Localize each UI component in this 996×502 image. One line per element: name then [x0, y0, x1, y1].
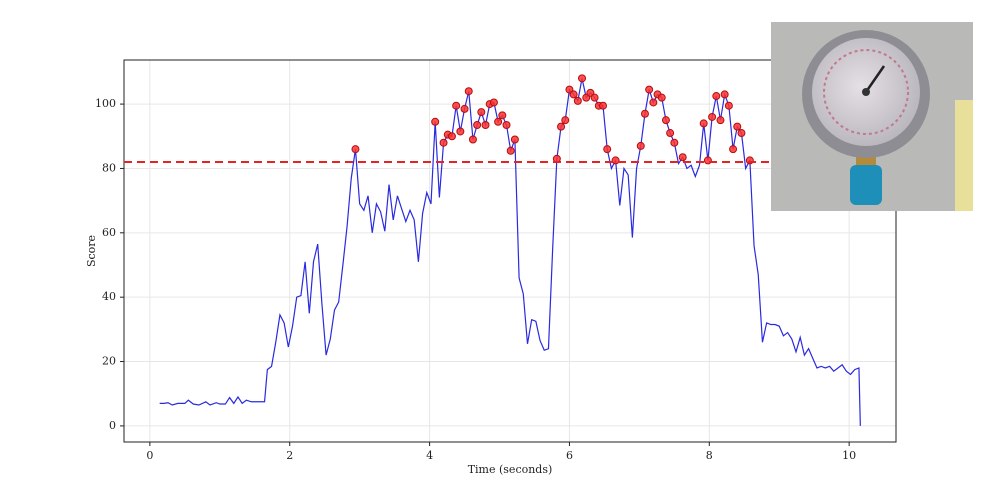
above-threshold-marker [481, 121, 490, 130]
gauge-scale [823, 49, 909, 135]
above-threshold-marker [603, 145, 612, 154]
above-threshold-marker [716, 116, 725, 125]
above-threshold-marker [573, 96, 582, 105]
y-tick-label: 60 [102, 226, 116, 239]
above-threshold-marker [561, 116, 570, 125]
above-threshold-marker [737, 129, 746, 138]
data-line [159, 78, 861, 426]
gauge-hub [862, 88, 870, 96]
y-tick-label: 100 [95, 97, 116, 110]
above-threshold-marker [733, 122, 742, 131]
x-tick-label: 2 [286, 449, 293, 462]
above-threshold-marker [611, 156, 620, 165]
above-threshold-marker [502, 121, 511, 130]
x-tick-label: 8 [706, 449, 713, 462]
above-threshold-marker [657, 93, 666, 102]
above-threshold-marker [447, 132, 456, 141]
above-threshold-marker [578, 74, 587, 83]
x-tick-label: 10 [842, 449, 856, 462]
above-threshold-marker [498, 111, 507, 120]
above-threshold-marker [708, 112, 717, 121]
y-tick-label: 40 [102, 290, 116, 303]
above-threshold-marker [439, 138, 448, 147]
above-threshold-marker [678, 153, 687, 162]
above-threshold-marker [489, 98, 498, 107]
above-threshold-marker [494, 117, 503, 126]
above-threshold-marker [431, 117, 440, 126]
above-threshold-marker [599, 101, 608, 110]
above-threshold-marker [649, 98, 658, 107]
above-threshold-marker [468, 135, 477, 144]
y-tick-label: 0 [109, 419, 116, 432]
above-threshold-marker [460, 104, 469, 113]
above-threshold-marker [590, 93, 599, 102]
above-threshold-marker [569, 90, 578, 99]
above-threshold-marker [661, 116, 670, 125]
gauge-needle [864, 65, 886, 93]
x-axis-label: Time (seconds) [468, 463, 553, 476]
above-threshold-marker [666, 129, 675, 138]
above-threshold-marker [699, 119, 708, 128]
above-threshold-marker [473, 121, 482, 130]
above-threshold-marker [670, 138, 679, 147]
above-threshold-marker [510, 135, 519, 144]
x-tick-label: 0 [146, 449, 153, 462]
above-threshold-marker [464, 87, 473, 96]
above-threshold-marker [477, 108, 486, 117]
above-threshold-marker [640, 109, 649, 118]
y-tick-label: 80 [102, 161, 116, 174]
above-threshold-marker [729, 145, 738, 154]
above-threshold-marker [712, 92, 721, 101]
inset-photo [771, 22, 973, 211]
above-threshold-marker [351, 145, 360, 154]
x-tick-label: 4 [426, 449, 433, 462]
note-paper [955, 100, 973, 211]
y-axis-label: Score [85, 235, 98, 267]
above-threshold-marker [557, 122, 566, 131]
above-threshold-marker [452, 101, 461, 110]
above-threshold-marker [645, 85, 654, 94]
above-threshold-marker [456, 127, 465, 136]
x-tick-label: 6 [566, 449, 573, 462]
above-threshold-marker [506, 146, 515, 155]
above-threshold-marker [724, 101, 733, 110]
y-tick-label: 20 [102, 355, 116, 368]
gauge-fitting [850, 165, 882, 205]
above-threshold-marker [636, 141, 645, 150]
plot-frame [123, 59, 897, 443]
above-threshold-marker [720, 90, 729, 99]
